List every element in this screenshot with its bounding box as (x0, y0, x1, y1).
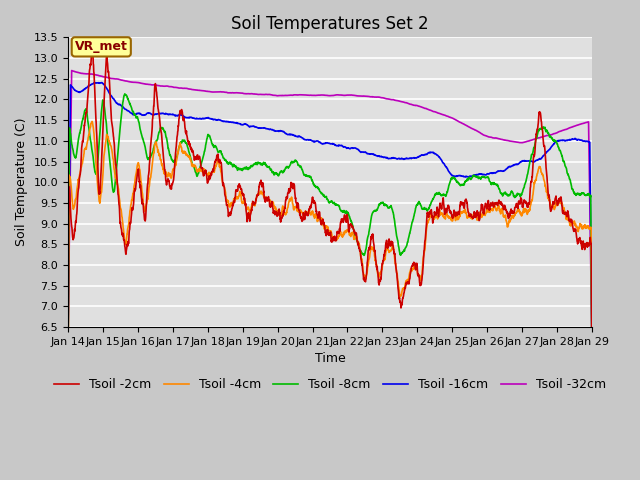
Legend: Tsoil -2cm, Tsoil -4cm, Tsoil -8cm, Tsoil -16cm, Tsoil -32cm: Tsoil -2cm, Tsoil -4cm, Tsoil -8cm, Tsoi… (49, 373, 611, 396)
Text: VR_met: VR_met (75, 40, 128, 53)
Title: Soil Temperatures Set 2: Soil Temperatures Set 2 (231, 15, 429, 33)
Y-axis label: Soil Temperature (C): Soil Temperature (C) (15, 118, 28, 247)
X-axis label: Time: Time (315, 352, 346, 365)
